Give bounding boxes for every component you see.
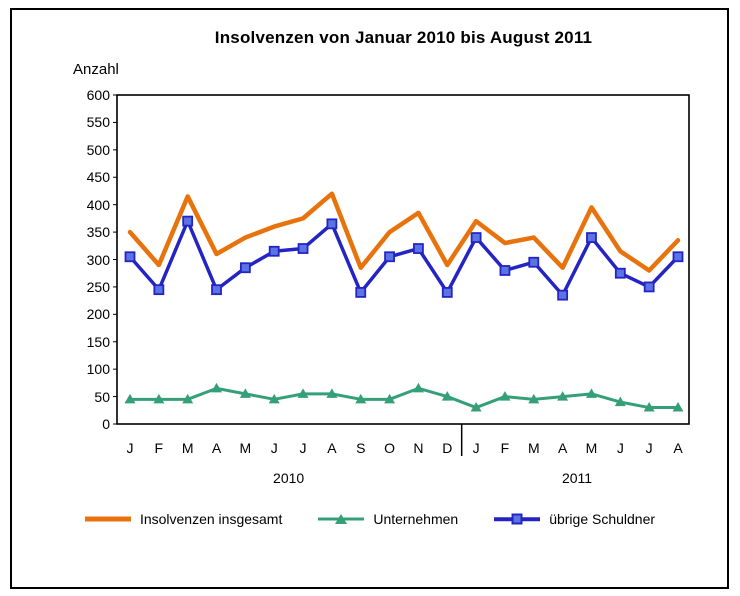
- marker-square: [268, 245, 280, 257]
- marker-square: [643, 281, 655, 293]
- y-axis-tick-label: 350: [86, 224, 110, 241]
- legend-label-insolvenzen-insgesamt: Insolvenzen insgesamt: [139, 511, 283, 527]
- legend-green-triangle-line-icon: [318, 513, 365, 525]
- marker-square: [672, 251, 684, 263]
- marker-triangle: [499, 391, 511, 401]
- chart-title: Insolvenzen von Januar 2010 bis August 2…: [214, 28, 593, 47]
- marker-triangle: [326, 388, 338, 398]
- legend: Insolvenzen insgesamt Unternehmen übrige…: [0, 511, 740, 527]
- x-axis-month-label: M: [239, 440, 252, 456]
- x-axis-month-label: D: [442, 440, 453, 456]
- marker-triangle: [557, 391, 569, 401]
- marker-square: [355, 286, 367, 298]
- x-axis-month-label: J: [645, 440, 653, 456]
- x-axis-month-label: M: [585, 440, 598, 456]
- x-axis-month-label: F: [154, 440, 164, 456]
- marker-square: [557, 289, 569, 301]
- marker-triangle: [355, 393, 367, 404]
- legend-blue-square-line-icon: [494, 513, 541, 525]
- marker-square: [470, 232, 482, 243]
- year-label-2011: 2011: [561, 470, 593, 486]
- y-axis-tick-label: 200: [86, 306, 110, 323]
- marker-triangle: [124, 393, 136, 404]
- marker-square: [297, 243, 309, 254]
- y-axis-tick-label: 400: [86, 196, 110, 213]
- marker-triangle: [528, 393, 540, 404]
- x-axis-month-label: S: [356, 440, 366, 456]
- marker-triangle: [643, 402, 655, 412]
- x-axis-month-label: J: [472, 440, 480, 456]
- marker-square: [326, 218, 338, 230]
- x-axis-month-label: M: [527, 440, 540, 456]
- y-axis-tick-label: 300: [86, 251, 110, 268]
- marker-square: [441, 286, 453, 298]
- marker-square: [153, 284, 165, 296]
- marker-triangle: [239, 388, 251, 398]
- y-axis-tick-label: 0: [102, 416, 110, 432]
- marker-triangle: [412, 382, 424, 393]
- marker-square: [182, 215, 194, 227]
- x-axis-month-label: J: [299, 440, 307, 456]
- marker-square: [239, 262, 251, 274]
- legend-label-uebrige-schuldner: übrige Schuldner: [549, 511, 656, 527]
- legend-label-unternehmen: Unternehmen: [373, 511, 459, 527]
- marker-square: [528, 256, 540, 268]
- marker-triangle: [614, 396, 626, 407]
- marker-triangle: [672, 402, 684, 412]
- year-label-2010: 2010: [273, 470, 305, 486]
- x-axis-month-label: M: [181, 440, 194, 456]
- y-axis-label: Anzahl: [73, 61, 119, 78]
- marker-triangle: [268, 393, 280, 404]
- series-line-1: [128, 386, 680, 410]
- marker-triangle: [182, 393, 194, 404]
- y-axis-tick-label: 550: [86, 114, 110, 131]
- y-axis-tick-label: 250: [86, 278, 110, 295]
- x-axis-month-label: A: [327, 440, 337, 456]
- y-axis-tick-label: 450: [86, 169, 110, 186]
- legend-item-uebrige-schuldner: übrige Schuldner: [494, 511, 655, 527]
- marker-triangle: [441, 391, 453, 401]
- marker-triangle: [384, 393, 396, 404]
- x-axis-month-label: J: [270, 440, 278, 456]
- x-axis-month-label: F: [500, 440, 510, 456]
- y-axis-tick-label: 600: [86, 87, 110, 103]
- marker-square: [499, 265, 511, 276]
- marker-square: [586, 232, 597, 243]
- legend-orange-line-icon: [84, 513, 131, 525]
- legend-item-insolvenzen-insgesamt: Insolvenzen insgesamt: [84, 511, 283, 527]
- marker-square: [614, 267, 626, 279]
- marker-triangle: [211, 382, 223, 393]
- x-axis-month-label: N: [413, 440, 424, 456]
- x-axis-month-label: A: [557, 440, 568, 456]
- marker-square: [384, 251, 395, 263]
- x-axis-month-label: A: [673, 440, 683, 456]
- marker-square: [124, 251, 136, 263]
- x-axis-month-label: J: [126, 440, 134, 456]
- x-axis-month-label: O: [384, 440, 396, 456]
- marker-triangle: [153, 393, 165, 404]
- x-axis-month-label: J: [616, 440, 624, 456]
- y-axis-tick-label: 50: [94, 388, 110, 405]
- marker-triangle: [297, 388, 309, 398]
- marker-square: [413, 243, 424, 254]
- series-line-0: [127, 191, 681, 273]
- x-axis-month-label: A: [211, 440, 222, 456]
- y-axis-tick-label: 500: [86, 141, 110, 158]
- legend-item-unternehmen: Unternehmen: [318, 511, 458, 527]
- y-axis-tick-label: 100: [86, 361, 110, 378]
- marker-triangle: [585, 388, 597, 398]
- marker-square: [211, 284, 222, 296]
- y-axis-tick-label: 150: [86, 333, 110, 350]
- marker-triangle: [470, 402, 482, 412]
